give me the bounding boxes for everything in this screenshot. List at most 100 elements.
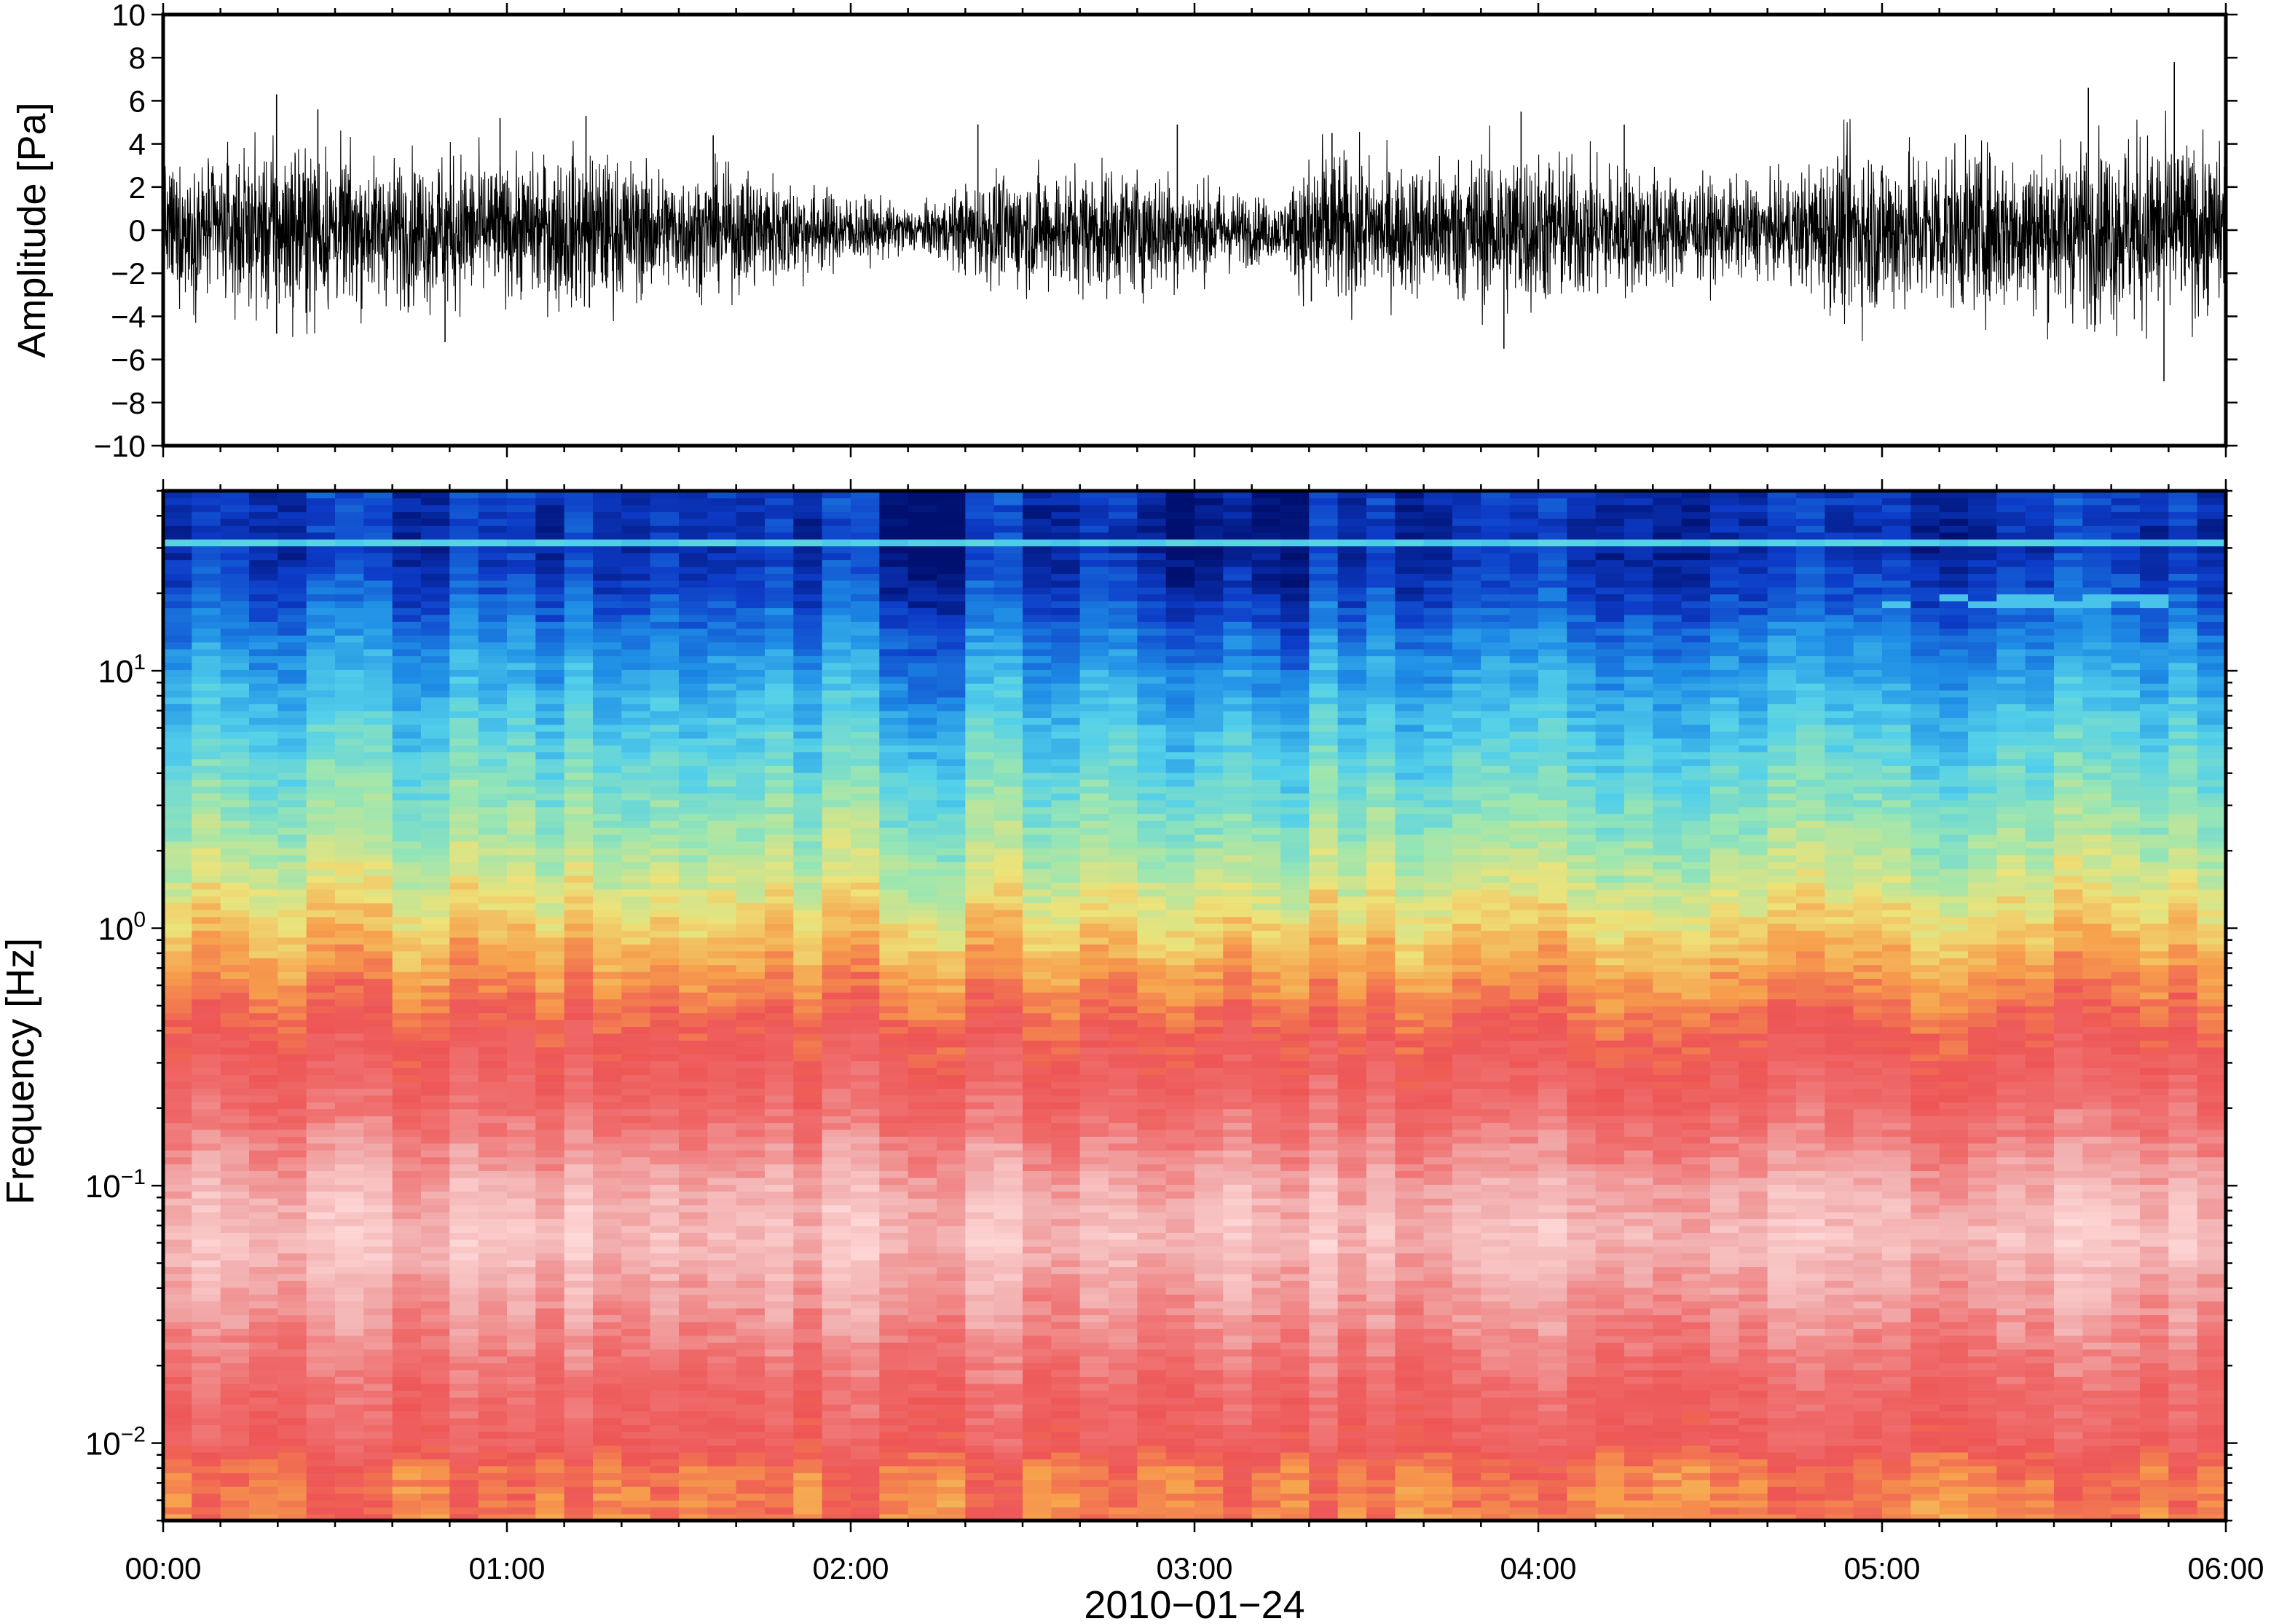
spectrogram-cell bbox=[1051, 1170, 1081, 1178]
spectrogram-cell bbox=[192, 820, 221, 828]
spectrogram-cell bbox=[879, 1499, 909, 1507]
spectrogram-cell bbox=[1079, 1108, 1109, 1116]
spectrogram-cell bbox=[335, 1328, 365, 1336]
spectrogram-cell bbox=[192, 937, 221, 945]
spectrogram-cell bbox=[335, 1225, 365, 1233]
spectrogram-cell bbox=[822, 1403, 851, 1411]
spectrogram-cell bbox=[908, 1177, 937, 1185]
spectrogram-cell bbox=[879, 696, 909, 705]
spectrogram-cell bbox=[363, 1459, 393, 1467]
spectrogram-cell bbox=[535, 696, 565, 705]
spectrogram-cell bbox=[937, 813, 967, 821]
spectrogram-cell bbox=[736, 910, 765, 918]
spectrogram-cell bbox=[363, 648, 393, 657]
spectrogram-cell bbox=[1051, 971, 1081, 979]
spectrogram-cell bbox=[564, 1136, 594, 1144]
spectrogram-cell bbox=[363, 937, 393, 945]
spectrogram-cell bbox=[908, 1101, 937, 1110]
spectrogram-cell bbox=[736, 642, 765, 650]
spectrogram-cell bbox=[908, 930, 937, 938]
spectrogram-cell bbox=[879, 1507, 909, 1515]
spectrogram-cell bbox=[707, 703, 737, 712]
spectrogram-cell bbox=[535, 724, 565, 732]
spectrogram-cell bbox=[535, 1363, 565, 1371]
spectrogram-cell bbox=[851, 1211, 881, 1220]
spectrogram-cell bbox=[621, 1451, 651, 1459]
spectrogram-cell bbox=[793, 854, 823, 862]
spectrogram-cell bbox=[421, 703, 451, 712]
spectrogram-cell bbox=[192, 1431, 221, 1439]
spectrogram-cell bbox=[306, 875, 336, 883]
spectrogram-cell bbox=[879, 834, 909, 842]
spectrogram-cell bbox=[449, 1479, 479, 1487]
spectrogram-cell bbox=[993, 1177, 1023, 1185]
spectrogram-cell bbox=[707, 1363, 737, 1371]
spectrogram-cell bbox=[593, 902, 623, 910]
spectrogram-cell bbox=[392, 992, 422, 1000]
spectrogram-cell bbox=[535, 937, 565, 945]
spectrogram-cell bbox=[363, 491, 393, 499]
spectrogram-cell bbox=[765, 538, 795, 547]
spectrogram-cell bbox=[765, 1026, 795, 1034]
spectrogram-cell bbox=[564, 1026, 594, 1034]
spectrogram-cell bbox=[421, 888, 451, 896]
spectrogram-cell bbox=[679, 744, 709, 753]
spectrogram-cell bbox=[564, 964, 594, 972]
spectrogram-cell bbox=[449, 1287, 479, 1295]
spectrogram-cell bbox=[449, 1293, 479, 1302]
spectrogram-cell bbox=[1051, 1245, 1081, 1254]
spectrogram-cell bbox=[765, 511, 795, 519]
spectrogram-cell bbox=[421, 545, 451, 553]
spectrogram-cell bbox=[851, 497, 881, 505]
spectrogram-cell bbox=[879, 1177, 909, 1185]
spectrogram-cell bbox=[507, 1513, 537, 1521]
spectrogram-cell bbox=[965, 724, 995, 732]
spectrogram-cell bbox=[1079, 1067, 1109, 1076]
spectrogram-cell bbox=[621, 1259, 651, 1268]
spectrogram-cell bbox=[535, 1293, 565, 1302]
spectrogram-cell bbox=[593, 944, 623, 952]
spectrogram-cell bbox=[1051, 978, 1081, 986]
spectrogram-cell bbox=[736, 491, 765, 499]
spectrogram-cell bbox=[908, 848, 937, 856]
spectrogram-cell bbox=[306, 600, 336, 609]
spectrogram-cell bbox=[937, 703, 967, 712]
spectrogram-cell bbox=[593, 1438, 623, 1446]
spectrogram-cell bbox=[937, 765, 967, 773]
spectrogram-cell bbox=[707, 1473, 737, 1481]
spectrogram-cell bbox=[1051, 525, 1081, 533]
spectrogram-cell bbox=[765, 497, 795, 505]
spectrogram-cell bbox=[278, 1376, 307, 1384]
spectrogram-cell bbox=[392, 937, 422, 945]
spectrogram-cell bbox=[278, 1046, 307, 1055]
spectrogram-cell bbox=[335, 738, 365, 746]
spectrogram-cell bbox=[1023, 1451, 1052, 1459]
spectrogram-cell bbox=[507, 779, 537, 787]
spectrogram-cell bbox=[793, 1239, 823, 1247]
spectrogram-cell bbox=[965, 1191, 995, 1199]
spectrogram-cell bbox=[363, 628, 393, 636]
spectrogram-cell bbox=[535, 1136, 565, 1144]
spectrogram-cell bbox=[851, 1499, 881, 1507]
spectrogram-cell bbox=[507, 800, 537, 808]
spectrogram-cell bbox=[392, 662, 422, 670]
spectrogram-cell bbox=[564, 634, 594, 643]
spectrogram-cell bbox=[908, 710, 937, 718]
spectrogram-cell bbox=[621, 511, 651, 519]
spectrogram-cell bbox=[421, 1218, 451, 1226]
spectrogram-cell bbox=[822, 1033, 851, 1041]
spectrogram-cell bbox=[363, 1074, 393, 1082]
spectrogram-cell bbox=[851, 730, 881, 739]
spectrogram-cell bbox=[793, 1012, 823, 1020]
spectrogram-cell bbox=[306, 1293, 336, 1302]
spectrogram-cell bbox=[421, 607, 451, 615]
spectrogram-cell bbox=[993, 566, 1023, 574]
spectrogram-cell bbox=[478, 491, 508, 499]
spectrogram-cell bbox=[822, 676, 851, 684]
spectrogram-cell bbox=[1051, 1273, 1081, 1281]
spectrogram-cell bbox=[363, 518, 393, 526]
spectrogram-cell bbox=[679, 998, 709, 1006]
spectrogram-cell bbox=[965, 1363, 995, 1371]
spectrogram-cell bbox=[879, 744, 909, 753]
spectrogram-cell bbox=[363, 1149, 393, 1158]
